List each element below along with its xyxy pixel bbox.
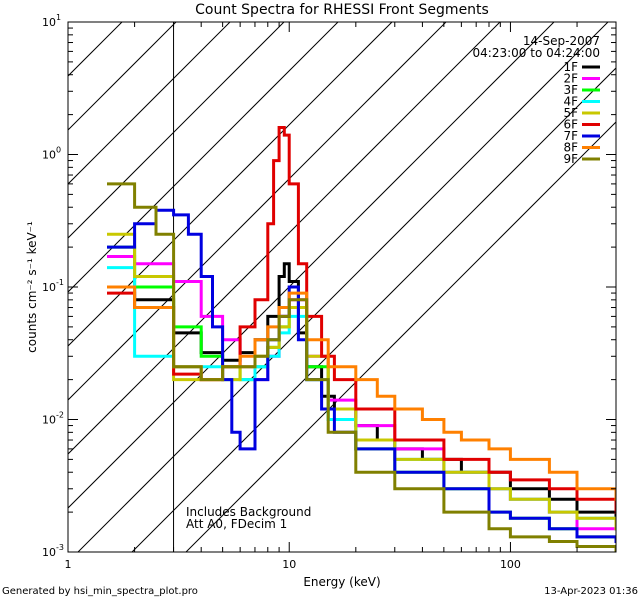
footer-generated-by: Generated by hsi_min_spectra_plot.pro [2, 586, 198, 597]
legend-label-6f: 6F [563, 118, 578, 132]
hatch-line [185, 121, 616, 552]
spectra-series [107, 126, 616, 552]
hatch-line [68, 22, 231, 185]
y-tick-label: 10 [42, 281, 56, 294]
legend-label-1f: 1F [563, 60, 578, 74]
hatch-line [68, 22, 447, 401]
y-tick-exponent: -3 [56, 543, 64, 552]
footer-timestamp: 13-Apr-2023 01:36 [544, 586, 638, 597]
legend-label-3f: 3F [563, 83, 578, 97]
legend-label-2f: 2F [563, 72, 578, 86]
series-1f [107, 262, 616, 531]
series-3f [107, 245, 616, 543]
hatch-line [131, 67, 616, 552]
time-range-label: 04:23:00 to 04:24:00 [473, 46, 600, 60]
legend-label-4f: 4F [563, 95, 578, 109]
y-tick-label: 10 [42, 414, 56, 427]
hatch-line [68, 22, 285, 239]
legend-label-9f: 9F [563, 152, 578, 166]
x-tick-label: 100 [500, 558, 521, 571]
series-5f [107, 232, 616, 531]
hatch-line [68, 22, 177, 131]
y-axis-label: counts cm⁻² s⁻¹ keV⁻¹ [25, 221, 39, 353]
x-tick-label: 10 [282, 558, 296, 571]
y-tick-exponent: -1 [56, 278, 64, 287]
series-9f [107, 182, 616, 552]
series-6f [107, 126, 616, 514]
date-label: 14-Sep-2007 [523, 34, 600, 48]
y-tick-label: 10 [42, 16, 56, 29]
annotation-background: Includes Background [186, 505, 311, 519]
y-tick-label: 10 [42, 149, 56, 162]
y-tick-label: 10 [42, 546, 56, 559]
annotation-attenuator: Att A0, FDecim 1 [186, 517, 287, 531]
series-7f [107, 208, 616, 543]
legend-label-7f: 7F [563, 129, 578, 143]
legend-label-5f: 5F [563, 106, 578, 120]
y-tick-exponent: -2 [56, 411, 64, 420]
excluded-energy-hatch [68, 22, 616, 552]
hatch-line [77, 22, 609, 552]
y-tick-exponent: 1 [56, 13, 61, 22]
legend-label-8f: 8F [563, 141, 578, 155]
x-axis-label: Energy (keV) [303, 575, 380, 589]
y-tick-exponent: 0 [56, 146, 61, 155]
hatch-line [68, 22, 393, 347]
hatch-line [68, 22, 501, 455]
x-tick-label: 1 [65, 558, 72, 571]
chart-title: Count Spectra for RHESSI Front Segments [195, 2, 489, 18]
